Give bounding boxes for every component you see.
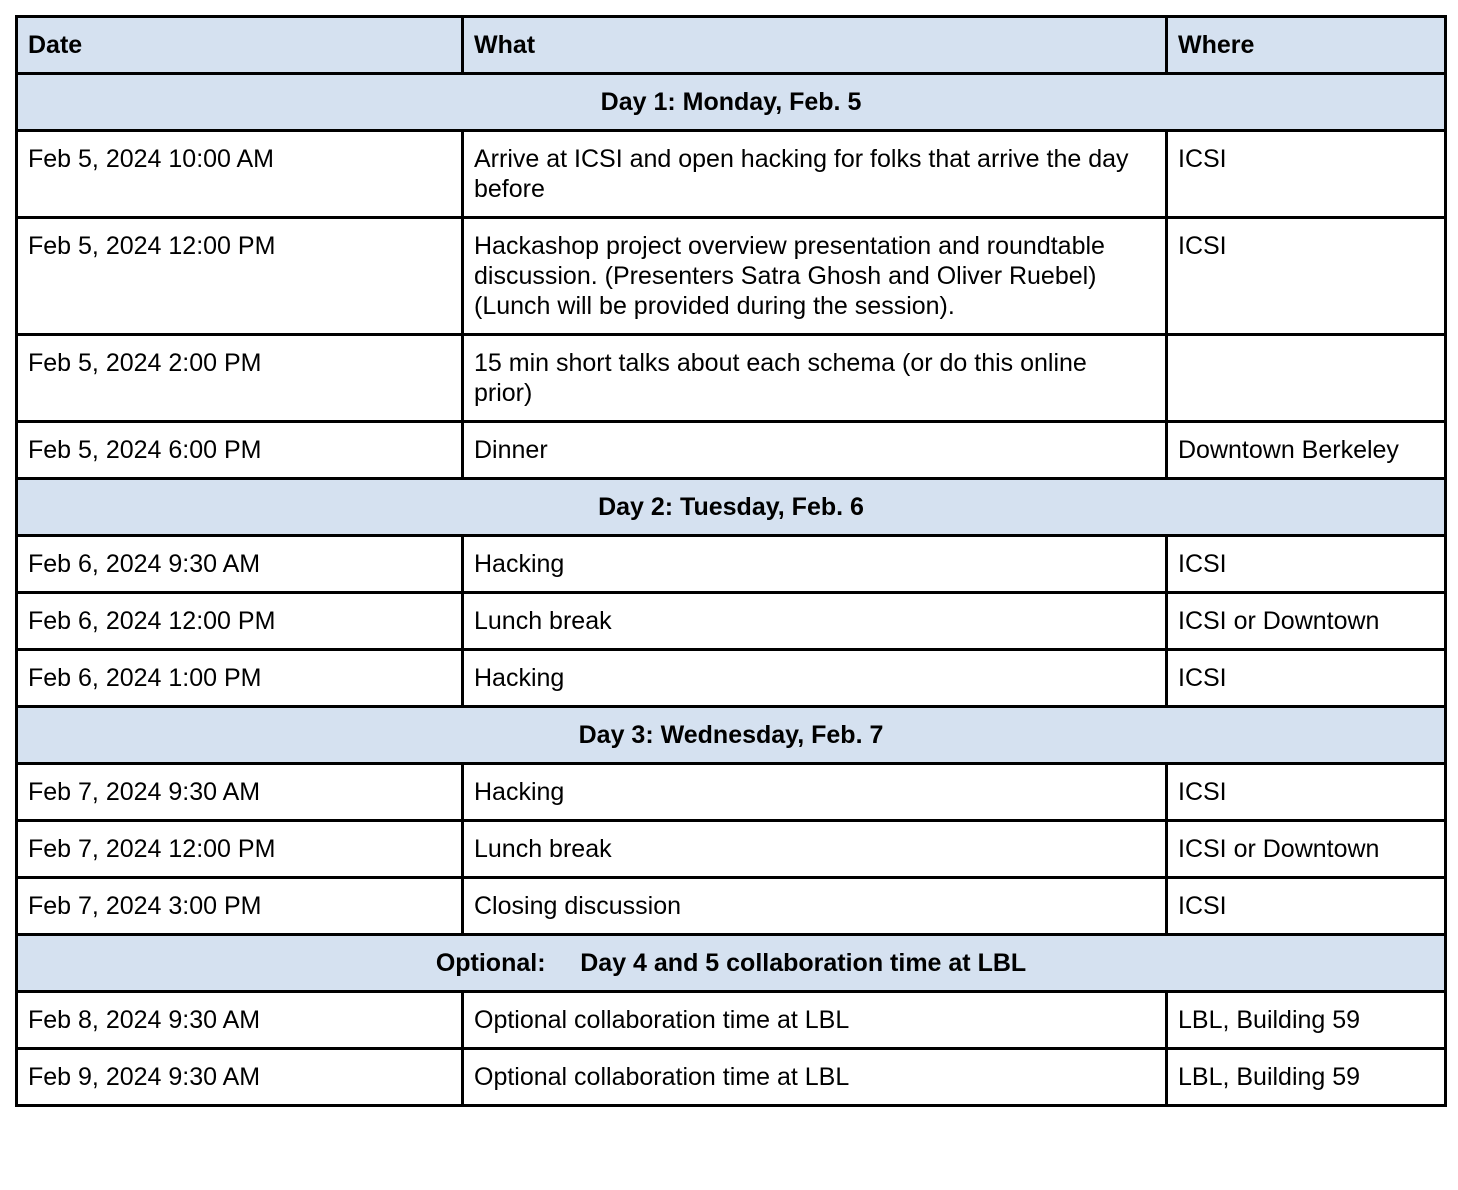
- table-row: Feb 6, 2024 1:00 PM Hacking ICSI: [15, 648, 1447, 708]
- what-cell: Hacking: [461, 762, 1168, 822]
- date-cell: Feb 6, 2024 1:00 PM: [15, 648, 464, 708]
- date-cell: Feb 5, 2024 10:00 AM: [15, 129, 464, 219]
- what-cell: Lunch break: [461, 591, 1168, 651]
- section-row-day-1: Day 1: Monday, Feb. 5: [15, 72, 1447, 132]
- where-cell: LBL, Building 59: [1165, 1047, 1447, 1107]
- table-row: Feb 7, 2024 3:00 PM Closing discussion I…: [15, 876, 1447, 936]
- where-cell: Downtown Berkeley: [1165, 420, 1447, 480]
- date-cell: Feb 5, 2024 2:00 PM: [15, 333, 464, 423]
- what-cell: Arrive at ICSI and open hacking for folk…: [461, 129, 1168, 219]
- where-cell: ICSI or Downtown: [1165, 819, 1447, 879]
- column-header-where: Where: [1165, 15, 1447, 75]
- table-row: Feb 7, 2024 9:30 AM Hacking ICSI: [15, 762, 1447, 822]
- where-cell: ICSI: [1165, 534, 1447, 594]
- date-cell: Feb 6, 2024 12:00 PM: [15, 591, 464, 651]
- table-row: Feb 5, 2024 12:00 PM Hackashop project o…: [15, 216, 1447, 336]
- section-title: Day 2: Tuesday, Feb. 6: [15, 477, 1447, 537]
- where-cell: ICSI: [1165, 216, 1447, 336]
- table-row: Feb 7, 2024 12:00 PM Lunch break ICSI or…: [15, 819, 1447, 879]
- what-cell: Optional collaboration time at LBL: [461, 990, 1168, 1050]
- date-cell: Feb 7, 2024 12:00 PM: [15, 819, 464, 879]
- where-cell: [1165, 333, 1447, 423]
- what-cell: Hacking: [461, 534, 1168, 594]
- table-row: Feb 9, 2024 9:30 AM Optional collaborati…: [15, 1047, 1447, 1107]
- section-title: Day 1: Monday, Feb. 5: [15, 72, 1447, 132]
- what-cell: Closing discussion: [461, 876, 1168, 936]
- table-row: Feb 8, 2024 9:30 AM Optional collaborati…: [15, 990, 1447, 1050]
- table-row: Feb 6, 2024 12:00 PM Lunch break ICSI or…: [15, 591, 1447, 651]
- section-row-optional: Optional: Day 4 and 5 collaboration time…: [15, 933, 1447, 993]
- where-cell: ICSI or Downtown: [1165, 591, 1447, 651]
- what-cell: Optional collaboration time at LBL: [461, 1047, 1168, 1107]
- column-header-what: What: [461, 15, 1168, 75]
- date-cell: Feb 9, 2024 9:30 AM: [15, 1047, 464, 1107]
- section-row-day-2: Day 2: Tuesday, Feb. 6: [15, 477, 1447, 537]
- where-cell: ICSI: [1165, 648, 1447, 708]
- what-cell: Dinner: [461, 420, 1168, 480]
- column-header-date: Date: [15, 15, 464, 75]
- table-row: Feb 6, 2024 9:30 AM Hacking ICSI: [15, 534, 1447, 594]
- table-row: Feb 5, 2024 2:00 PM 15 min short talks a…: [15, 333, 1447, 423]
- date-cell: Feb 5, 2024 12:00 PM: [15, 216, 464, 336]
- date-cell: Feb 5, 2024 6:00 PM: [15, 420, 464, 480]
- table-row: Feb 5, 2024 6:00 PM Dinner Downtown Berk…: [15, 420, 1447, 480]
- table-row: Feb 5, 2024 10:00 AM Arrive at ICSI and …: [15, 129, 1447, 219]
- schedule-table: Date What Where Day 1: Monday, Feb. 5 Fe…: [15, 15, 1447, 1107]
- what-cell: Hackashop project overview presentation …: [461, 216, 1168, 336]
- section-title: Optional: Day 4 and 5 collaboration time…: [15, 933, 1447, 993]
- section-title: Day 3: Wednesday, Feb. 7: [15, 705, 1447, 765]
- header-row: Date What Where: [15, 15, 1447, 75]
- where-cell: ICSI: [1165, 876, 1447, 936]
- what-cell: 15 min short talks about each schema (or…: [461, 333, 1168, 423]
- date-cell: Feb 8, 2024 9:30 AM: [15, 990, 464, 1050]
- where-cell: ICSI: [1165, 129, 1447, 219]
- date-cell: Feb 6, 2024 9:30 AM: [15, 534, 464, 594]
- date-cell: Feb 7, 2024 9:30 AM: [15, 762, 464, 822]
- where-cell: ICSI: [1165, 762, 1447, 822]
- section-row-day-3: Day 3: Wednesday, Feb. 7: [15, 705, 1447, 765]
- where-cell: LBL, Building 59: [1165, 990, 1447, 1050]
- what-cell: Hacking: [461, 648, 1168, 708]
- date-cell: Feb 7, 2024 3:00 PM: [15, 876, 464, 936]
- what-cell: Lunch break: [461, 819, 1168, 879]
